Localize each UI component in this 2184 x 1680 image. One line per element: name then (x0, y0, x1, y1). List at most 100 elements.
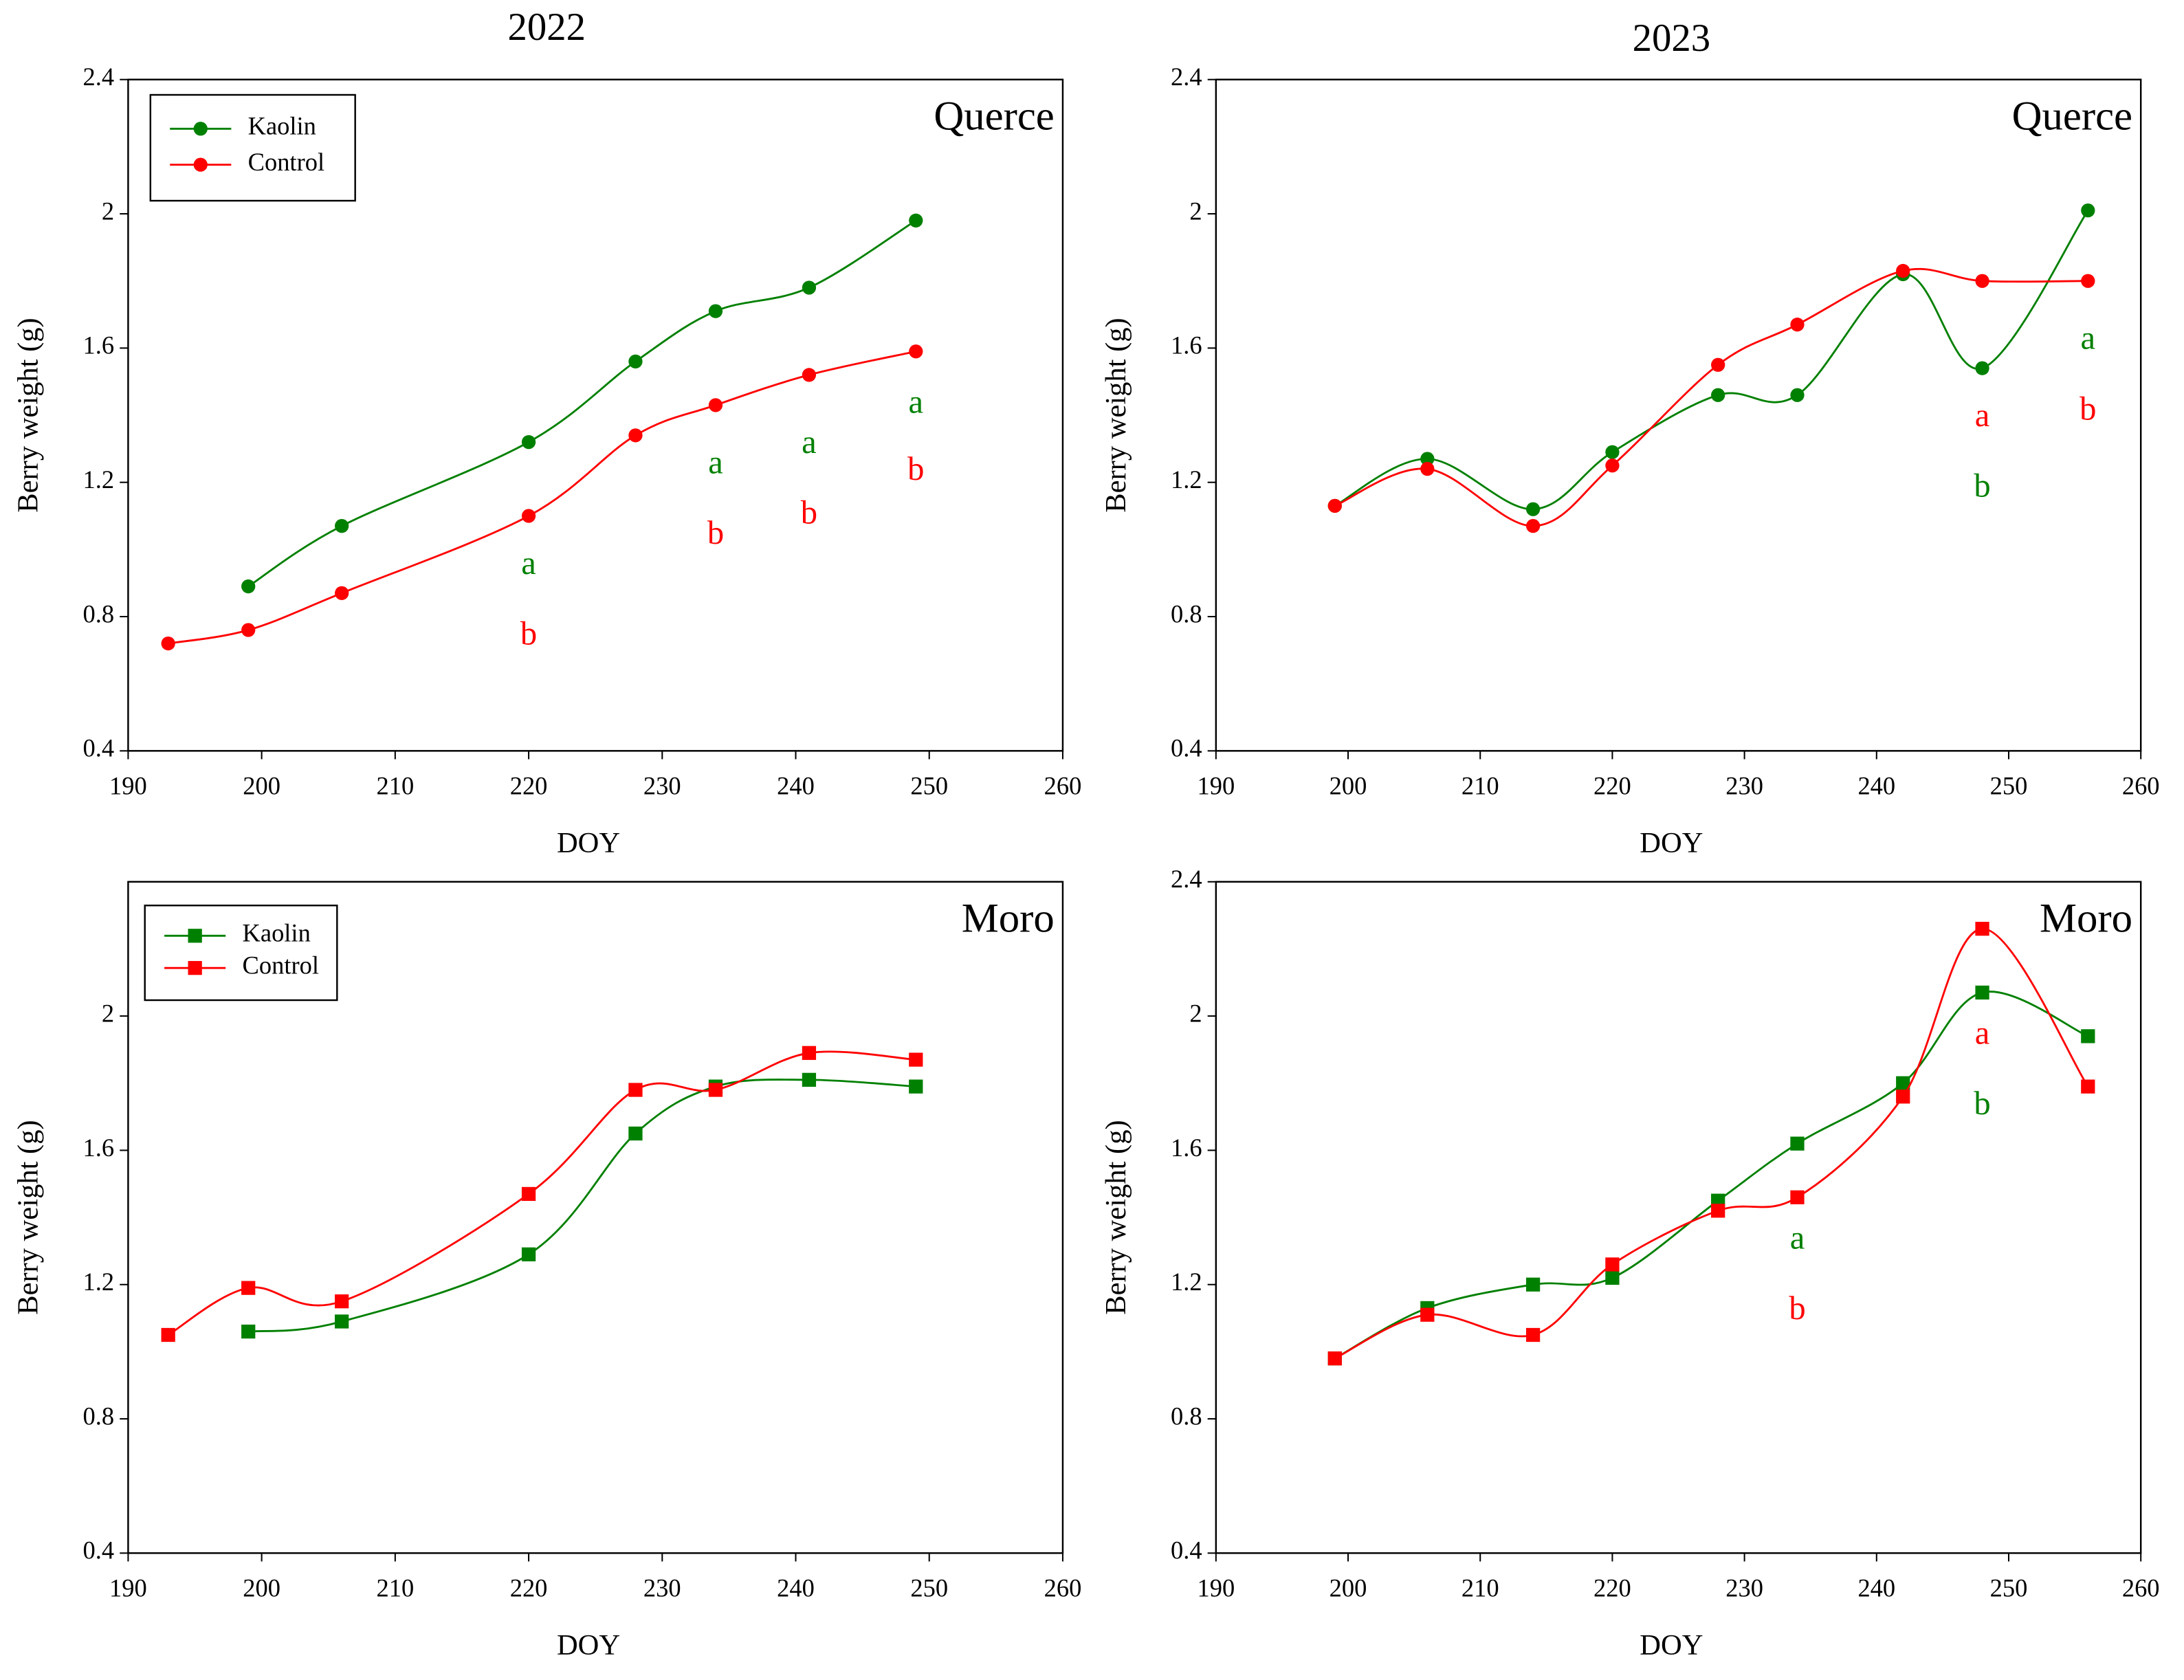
panel: 190 200 210 220 230 240 250 260 0.4 0.8 1.2 1.6 2 2.4… (1100, 865, 2160, 1661)
y-tick-label: 1.6 (83, 332, 115, 360)
marker (521, 1247, 536, 1261)
panel: 190 200 210 220 230 240 250 260 0.4 0.8 1.2 1.6 2 DOY… (12, 881, 1082, 1661)
x-tick-label: 220 (510, 772, 548, 799)
series-line (1334, 210, 2089, 511)
x-tick-label: 220 (510, 1574, 548, 1602)
marker (1327, 498, 1342, 513)
marker (1975, 985, 1989, 1000)
y-tick-label: 1.6 (1171, 1134, 1202, 1162)
marker (521, 1186, 536, 1202)
marker (1711, 388, 1725, 402)
x-tick-label: 250 (1990, 1574, 2028, 1602)
marker (161, 1327, 175, 1342)
y-tick-label: 0.4 (83, 1537, 115, 1565)
x-tick-label: 240 (1857, 772, 1895, 799)
legend-box (149, 93, 356, 202)
significance-letter: b (801, 494, 817, 531)
marker (1975, 361, 1989, 375)
marker (1975, 274, 1989, 288)
x-tick-label: 260 (1044, 1574, 1082, 1602)
y-tick-label: 1.2 (1171, 1268, 1202, 1296)
series-line (1334, 267, 2088, 527)
significance-letter: b (2080, 390, 2096, 427)
marker (193, 122, 208, 136)
y-tick-label: 0.8 (83, 600, 115, 628)
y-tick-label: 0.8 (83, 1402, 115, 1430)
plot-frame (1215, 881, 2142, 1554)
y-tick-label: 0.8 (1171, 1402, 1202, 1430)
marker (1525, 1277, 1541, 1292)
marker (802, 280, 817, 295)
y-tick-label: 0.8 (1171, 600, 1202, 628)
x-tick-label: 250 (1990, 772, 2028, 799)
y-axis-label: Berry weight (g) (12, 1120, 44, 1314)
panel-label: Moro (962, 895, 1055, 941)
series-line (167, 1050, 916, 1336)
y-tick-label: 1.6 (1171, 332, 1202, 360)
x-tick-label: 190 (1197, 1574, 1235, 1602)
x-axis-label: DOY (557, 827, 620, 859)
panel-label: Querce (934, 93, 1054, 139)
plot-frame (127, 78, 1064, 752)
x-tick-label: 230 (1725, 1574, 1763, 1602)
legend-label: Control (243, 952, 319, 980)
marker (241, 579, 256, 594)
marker (2081, 1079, 2095, 1094)
x-tick-label: 240 (1857, 1574, 1895, 1602)
marker (802, 368, 817, 382)
significance-letter: a (2081, 320, 2096, 357)
marker (2081, 1029, 2095, 1043)
x-tick-label: 200 (243, 772, 280, 799)
marker (802, 1072, 817, 1087)
y-tick-label: 2 (1189, 197, 1202, 225)
marker (909, 344, 923, 359)
significance-letter: a (1975, 397, 1990, 434)
series-line (168, 350, 916, 645)
x-tick-label: 230 (1725, 772, 1763, 799)
marker (1525, 1327, 1541, 1342)
marker (521, 434, 536, 450)
marker (909, 213, 923, 228)
y-tick-label: 2 (102, 197, 114, 225)
x-tick-label: 190 (1197, 772, 1235, 799)
series-line (248, 1079, 916, 1333)
significance-letter: b (707, 514, 724, 551)
y-tick-label: 1.2 (1171, 466, 1202, 494)
marker (1525, 519, 1541, 533)
significance-letter: b (520, 615, 537, 652)
marker (802, 1046, 817, 1060)
x-tick-label: 260 (1044, 772, 1082, 799)
marker (1975, 922, 1989, 936)
significance-letter: a (909, 384, 924, 421)
x-tick-label: 250 (910, 772, 948, 799)
x-axis-label: DOY (1640, 1629, 1703, 1661)
marker (1896, 1076, 1910, 1090)
marker (1525, 502, 1541, 516)
y-axis-label: Berry weight (g) (1100, 1120, 1132, 1314)
marker (909, 1052, 923, 1067)
x-axis-label: DOY (1640, 827, 1703, 859)
x-tick-label: 200 (243, 1574, 280, 1602)
marker (161, 636, 175, 651)
x-tick-label: 220 (1593, 772, 1631, 799)
x-tick-label: 210 (1461, 772, 1499, 799)
x-tick-label: 230 (643, 1574, 681, 1602)
plot-frame (1215, 78, 2142, 752)
series-line (247, 219, 917, 588)
significance-letter: a (708, 443, 723, 480)
marker (335, 519, 349, 533)
marker (335, 1294, 349, 1309)
significance-letter: a (521, 544, 536, 582)
marker (241, 623, 256, 637)
x-tick-label: 250 (910, 1574, 948, 1602)
marker (628, 1083, 643, 1097)
y-tick-label: 1.6 (83, 1134, 115, 1162)
y-tick-label: 0.4 (1171, 735, 1202, 762)
marker (708, 1083, 723, 1097)
x-tick-label: 240 (777, 772, 815, 799)
significance-letter: b (1974, 1085, 1990, 1122)
significance-letter: a (802, 423, 817, 461)
panel-label: Moro (2040, 895, 2132, 941)
